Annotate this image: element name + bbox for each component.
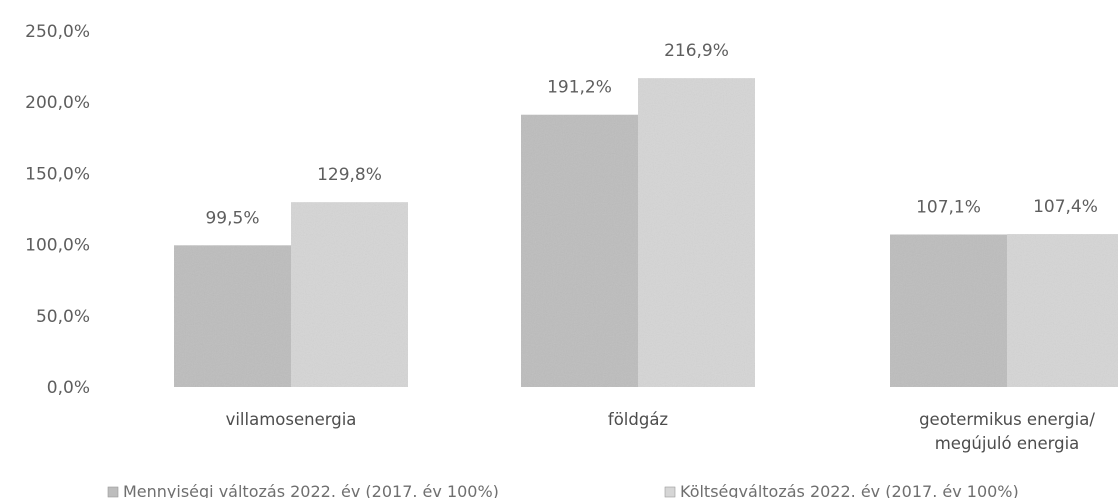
bar-series-1-3 bbox=[890, 234, 1007, 387]
bar-series-1-2 bbox=[521, 114, 638, 387]
legend-label-2: Költségváltozás 2022. év (2017. év 100%) bbox=[680, 482, 1019, 498]
category-label: villamosenergia bbox=[226, 410, 357, 429]
y-tick-label: 50,0% bbox=[36, 307, 90, 327]
bar-series-1-1 bbox=[174, 245, 291, 387]
category-label: földgáz bbox=[608, 410, 668, 429]
y-axis: 0,0% 50,0% 100,0% 150,0% 200,0% 250,0% bbox=[25, 22, 90, 398]
y-tick-label: 250,0% bbox=[25, 22, 90, 42]
bar-series-2-3 bbox=[1007, 234, 1118, 387]
data-label: 216,9% bbox=[664, 41, 729, 61]
bar-series-2-2 bbox=[638, 78, 755, 387]
y-tick-label: 0,0% bbox=[47, 378, 90, 398]
data-label: 99,5% bbox=[205, 208, 259, 228]
category-label: megújuló energia bbox=[935, 434, 1080, 453]
x-axis: villamosenergia földgáz geotermikus energi… bbox=[226, 410, 1096, 453]
legend: Mennyiségi változás 2022. év (2017. év 1… bbox=[107, 482, 1019, 498]
legend-label-1: Mennyiségi változás 2022. év (2017. év 1… bbox=[123, 482, 499, 498]
legend-swatch-2 bbox=[664, 486, 676, 498]
data-labels: 99,5% 129,8% 191,2% 216,9% 107,1% 107,4% bbox=[205, 41, 1097, 228]
data-label: 107,4% bbox=[1033, 197, 1098, 217]
y-tick-label: 100,0% bbox=[25, 236, 90, 256]
category-label: geotermikus energia/ bbox=[919, 410, 1095, 429]
data-label: 191,2% bbox=[547, 78, 612, 98]
bar-series-2-1 bbox=[291, 202, 408, 387]
data-label: 107,1% bbox=[916, 197, 981, 217]
y-tick-label: 150,0% bbox=[25, 164, 90, 184]
data-label: 129,8% bbox=[317, 165, 382, 185]
legend-swatch-1 bbox=[107, 486, 119, 498]
bars bbox=[174, 78, 1118, 387]
y-tick-label: 200,0% bbox=[25, 93, 90, 113]
